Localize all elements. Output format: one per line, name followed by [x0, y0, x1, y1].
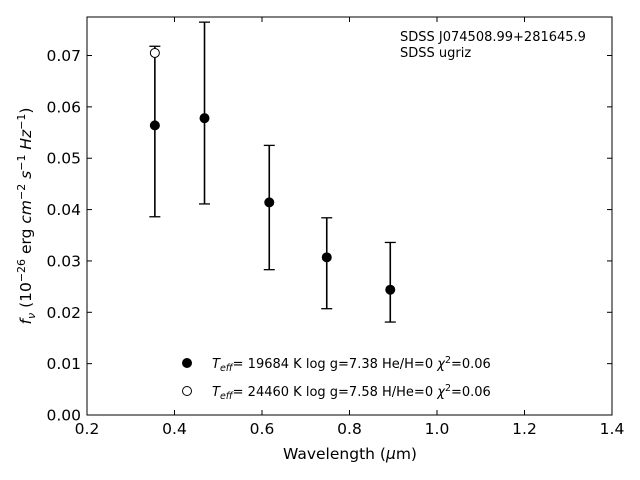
y-tick-label: 0.01 — [46, 355, 81, 373]
y-tick-label: 0.05 — [46, 150, 81, 168]
y-tick-label: 0.06 — [46, 98, 81, 116]
legend: Teff= 19684 K log g=7.38 He/H=0 χ2=0.06 … — [182, 355, 491, 402]
y-tick-label: 0.07 — [46, 47, 81, 65]
x-tick-label: 0.8 — [337, 420, 362, 438]
target-name-annotation: SDSS J074508.99+281645.9 — [400, 30, 586, 45]
x-tick-label: 1.4 — [600, 420, 625, 438]
data-point-open — [149, 47, 160, 58]
x-tick-label: 0.4 — [162, 420, 187, 438]
data-point-filled — [321, 252, 332, 263]
data-point-filled — [264, 197, 275, 208]
data-points — [149, 47, 396, 295]
x-tick-label: 1.0 — [425, 420, 450, 438]
data-point-filled — [385, 284, 396, 295]
y-axis-ticks: 0.00 0.01 0.02 0.03 0.04 0.05 0.06 0.07 — [46, 47, 612, 425]
y-tick-label: 0.00 — [46, 407, 81, 425]
x-axis-label: Wavelength (μm) — [283, 445, 417, 463]
y-tick-label: 0.04 — [46, 201, 81, 219]
error-bars — [149, 21, 396, 323]
y-tick-label: 0.02 — [46, 304, 81, 322]
filter-set-annotation: SDSS ugriz — [400, 46, 471, 61]
data-point-filled — [199, 113, 210, 124]
x-tick-label: 0.2 — [75, 420, 100, 438]
plot-area — [86, 16, 613, 416]
legend-marker-open — [182, 386, 192, 396]
x-tick-label: 0.6 — [250, 420, 275, 438]
x-axis-ticks: 0.2 0.4 0.6 0.8 1.0 1.2 1.4 — [75, 17, 625, 438]
data-point-filled — [149, 120, 160, 131]
y-tick-label: 0.03 — [46, 252, 81, 270]
legend-marker-filled — [182, 358, 192, 368]
y-axis-label: fν (10−26 erg cm−2 s−1 Hz−1) — [15, 108, 38, 325]
x-tick-label: 1.2 — [512, 420, 537, 438]
legend-entry-2: Teff= 24460 K log g=7.58 H/He=0 χ2=0.06 — [212, 383, 491, 402]
legend-entry-1: Teff= 19684 K log g=7.38 He/H=0 χ2=0.06 — [212, 355, 491, 374]
